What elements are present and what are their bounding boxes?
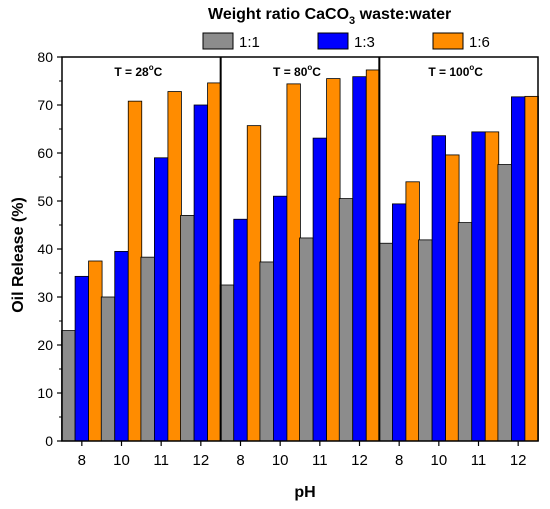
axes: 8 10 11 12 T = 28oC 8 10 11 12 T = 80oC 8 10 11 12 T =… bbox=[37, 49, 539, 469]
y-tick-label: 70 bbox=[37, 97, 53, 113]
bar-100C-ph11-1-1 bbox=[457, 222, 473, 442]
bar-100C-ph12-1-1 bbox=[497, 164, 512, 442]
bars bbox=[61, 69, 539, 442]
bar-28C-ph8-1-6 bbox=[88, 260, 103, 442]
x-tick-label: 12 bbox=[192, 452, 209, 469]
bar-100C-ph10-1-1 bbox=[418, 239, 433, 442]
y-tick-label: 50 bbox=[37, 193, 53, 209]
bar-80C-ph10-1-1 bbox=[259, 261, 274, 442]
panel-label-3: T = 100oC bbox=[428, 63, 483, 79]
panel-label-1: T = 28oC bbox=[114, 63, 162, 79]
legend-swatch-1-6 bbox=[432, 32, 464, 50]
x-tick-label: 10 bbox=[430, 452, 447, 469]
bar-28C-ph10-1-6 bbox=[127, 100, 143, 442]
bar-100C-ph10-1-3 bbox=[431, 135, 446, 442]
bar-28C-ph8-1-3 bbox=[74, 275, 89, 442]
y-tick-label: 20 bbox=[37, 337, 53, 353]
bar-28C-ph8-1-1 bbox=[61, 330, 76, 442]
x-tick-label: 8 bbox=[395, 452, 403, 469]
bar-80C-ph8-1-6 bbox=[246, 125, 262, 442]
bar-80C-ph12-1-3 bbox=[352, 76, 367, 442]
y-tick-label: 30 bbox=[37, 289, 53, 305]
bar-100C-ph11-1-3 bbox=[471, 131, 486, 442]
x-tick-label: 11 bbox=[312, 452, 328, 469]
bar-80C-ph12-1-6 bbox=[365, 69, 381, 442]
bar-100C-ph8-1-3 bbox=[392, 203, 407, 442]
bar-100C-ph10-1-6 bbox=[445, 154, 460, 442]
legend-label-1-1: 1:1 bbox=[239, 34, 260, 51]
y-tick-label: 60 bbox=[37, 145, 53, 161]
bar-80C-ph10-1-3 bbox=[273, 195, 288, 442]
chart-title: Weight ratio CaCO3 waste:water bbox=[208, 6, 451, 27]
y-tick-label: 0 bbox=[45, 433, 53, 449]
x-tick-label: 8 bbox=[236, 452, 244, 469]
y-tick-label: 40 bbox=[37, 241, 53, 257]
bar-80C-ph10-1-6 bbox=[286, 83, 301, 442]
bar-28C-ph11-1-3 bbox=[154, 157, 169, 442]
bar-100C-ph8-1-1 bbox=[378, 242, 393, 442]
bar-28C-ph11-1-6 bbox=[167, 91, 182, 442]
x-tick-label: 12 bbox=[510, 452, 527, 469]
bar-100C-ph12-1-6 bbox=[524, 95, 539, 442]
bar-28C-ph11-1-1 bbox=[140, 256, 155, 442]
legend-label-1-3: 1:3 bbox=[354, 34, 375, 51]
bar-80C-ph8-1-1 bbox=[219, 284, 235, 442]
legend-swatch-1-3 bbox=[317, 32, 349, 50]
bar-100C-ph11-1-6 bbox=[484, 131, 500, 442]
x-axis-label: pH bbox=[294, 484, 315, 501]
y-tick-label: 80 bbox=[37, 49, 53, 65]
bar-28C-ph12-1-1 bbox=[180, 214, 195, 442]
y-axis-label: Oil Release (%) bbox=[10, 197, 27, 313]
bar-28C-ph10-1-3 bbox=[114, 250, 129, 442]
bar-100C-ph8-1-6 bbox=[405, 181, 420, 442]
bar-80C-ph12-1-1 bbox=[338, 198, 354, 442]
legend: 1:1 1:3 1:6 bbox=[202, 32, 490, 51]
x-tick-label: 11 bbox=[471, 452, 487, 469]
y-tick-label: 10 bbox=[37, 385, 53, 401]
bar-80C-ph11-1-3 bbox=[312, 137, 327, 442]
x-tick-label: 10 bbox=[272, 452, 289, 469]
bar-28C-ph12-1-3 bbox=[193, 104, 208, 442]
x-tick-label: 11 bbox=[153, 452, 169, 469]
bar-28C-ph12-1-6 bbox=[207, 82, 222, 442]
bar-80C-ph11-1-1 bbox=[299, 237, 314, 442]
x-tick-label: 12 bbox=[351, 452, 368, 469]
x-tick-label: 8 bbox=[78, 452, 86, 469]
bar-100C-ph12-1-3 bbox=[511, 96, 526, 442]
legend-swatch-1-1 bbox=[202, 32, 234, 50]
legend-label-1-6: 1:6 bbox=[469, 34, 490, 51]
bar-80C-ph11-1-6 bbox=[326, 78, 341, 442]
panel-label-2: T = 80oC bbox=[273, 63, 321, 79]
bar-80C-ph8-1-3 bbox=[233, 218, 248, 442]
bar-28C-ph10-1-1 bbox=[100, 296, 116, 442]
x-tick-label: 10 bbox=[113, 452, 130, 469]
